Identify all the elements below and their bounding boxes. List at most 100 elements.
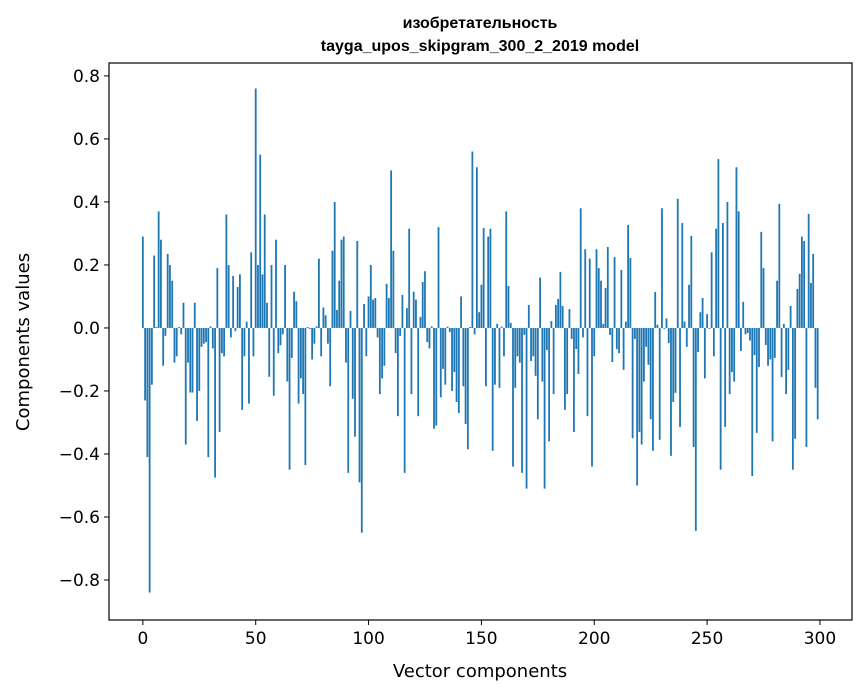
- bar-33: [216, 268, 219, 328]
- bar-194: [579, 208, 582, 328]
- bar-132: [439, 327, 442, 398]
- bar-270: [751, 327, 754, 477]
- bar-71: [302, 327, 305, 395]
- bar-293: [803, 241, 806, 328]
- bar-113: [396, 327, 399, 417]
- bar-16: [178, 327, 180, 328]
- bar-84: [331, 250, 334, 328]
- bar-146: [471, 151, 474, 328]
- bar-292: [800, 236, 803, 328]
- bar-180: [548, 327, 551, 442]
- bar-139: [455, 327, 458, 402]
- bar-89: [342, 236, 345, 328]
- bar-106: [381, 327, 383, 379]
- bar-123: [419, 316, 422, 328]
- x-tick-label: 200: [578, 629, 610, 649]
- bar-13: [171, 280, 174, 328]
- bar-143: [464, 327, 467, 425]
- bar-261: [731, 327, 733, 373]
- bar-241: [685, 327, 688, 347]
- bar-264: [737, 211, 740, 328]
- bar-242: [688, 284, 690, 328]
- bar-148: [475, 167, 478, 328]
- bar-22: [191, 327, 194, 393]
- bar-155: [491, 327, 494, 451]
- bar-208: [611, 327, 614, 362]
- bar-294: [805, 327, 808, 448]
- bar-176: [539, 277, 541, 328]
- bar-203: [600, 280, 602, 328]
- x-tick-label: 150: [465, 629, 497, 649]
- bar-181: [550, 321, 553, 328]
- bar-47: [248, 327, 250, 404]
- bar-277: [767, 327, 769, 366]
- bar-42: [236, 286, 239, 328]
- bar-166: [516, 327, 519, 357]
- bar-43: [239, 274, 241, 328]
- bar-172: [530, 327, 532, 362]
- bar-121: [415, 299, 417, 328]
- bar-262: [733, 327, 736, 382]
- bar-86: [336, 309, 338, 328]
- bar-167: [518, 327, 521, 363]
- bar-125: [424, 271, 426, 328]
- y-axis-label: Components values: [13, 253, 34, 431]
- y-tick-label: −0.8: [59, 571, 100, 591]
- bar-160: [503, 327, 505, 357]
- bar-182: [552, 327, 555, 395]
- bar-124: [421, 281, 424, 328]
- bar-103: [374, 298, 377, 328]
- bar-81: [324, 315, 327, 328]
- bar-258: [724, 327, 727, 427]
- y-axis: −0.8 −0.6 −0.4 −0.2 0.0 0.2 0.4 0.6 0.8: [59, 67, 109, 591]
- bar-82: [327, 327, 329, 344]
- bar-53: [261, 274, 264, 328]
- bar-284: [782, 323, 785, 328]
- bar-274: [760, 231, 763, 328]
- y-tick-label: −0.2: [59, 382, 100, 402]
- bar-87: [338, 280, 341, 328]
- bar-34: [218, 327, 221, 432]
- bar-147: [473, 327, 476, 335]
- bar-99: [365, 327, 368, 357]
- bar-128: [430, 326, 433, 328]
- bar-54: [263, 214, 266, 328]
- bar-77: [315, 326, 318, 328]
- bar-108: [385, 283, 388, 328]
- bar-187: [564, 327, 566, 410]
- bar-209: [613, 257, 616, 328]
- bar-247: [699, 312, 702, 328]
- bar-175: [536, 327, 539, 420]
- bar-225: [649, 327, 652, 420]
- bar-252: [710, 252, 713, 328]
- bar-165: [514, 327, 517, 388]
- bars-group: [141, 88, 819, 593]
- bar-59: [275, 239, 277, 328]
- bar-216: [629, 258, 632, 328]
- bar-217: [631, 327, 634, 439]
- bar-111: [392, 250, 395, 328]
- bar-24: [196, 327, 198, 421]
- bar-31: [211, 327, 214, 349]
- bar-58: [272, 327, 275, 396]
- bar-186: [561, 305, 564, 328]
- bar-114: [399, 327, 402, 336]
- bar-15: [175, 327, 178, 357]
- bar-183: [554, 304, 557, 328]
- bar-282: [778, 203, 781, 328]
- bar-135: [446, 326, 449, 328]
- bar-64: [286, 327, 289, 382]
- bar-80: [322, 307, 325, 328]
- bar-51: [257, 264, 259, 328]
- bar-240: [683, 321, 686, 328]
- bar-5: [153, 255, 156, 328]
- y-tick-label: −0.6: [59, 508, 100, 528]
- chart-subtitle: tayga_upos_skipgram_300_2_2019 model: [321, 38, 639, 55]
- bar-130: [435, 327, 438, 426]
- bar-140: [457, 327, 460, 414]
- bar-70: [299, 327, 302, 379]
- bar-279: [771, 327, 774, 442]
- x-tick-label: 250: [691, 629, 723, 649]
- x-tick-label: 300: [804, 629, 836, 649]
